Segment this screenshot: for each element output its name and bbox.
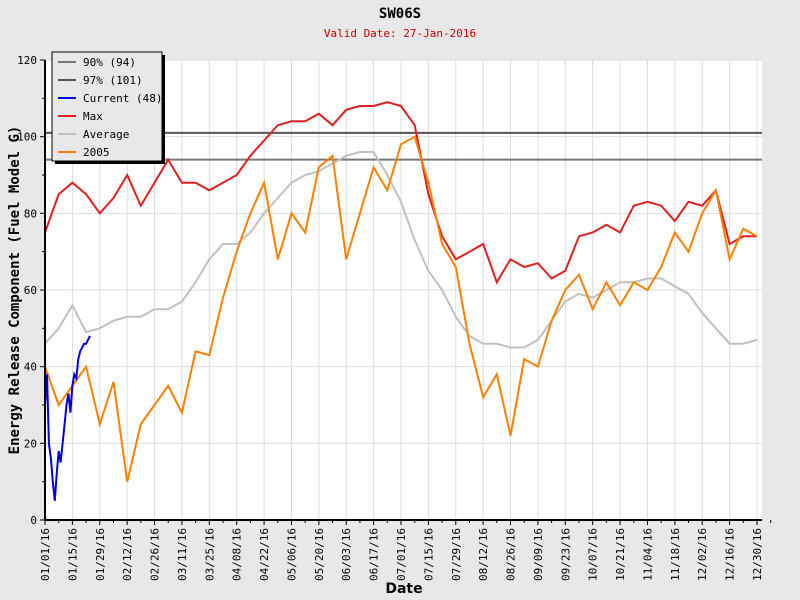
series-line-average	[44, 151, 758, 349]
x-tick-label: 09/09/16	[532, 528, 545, 581]
y-tick-label: 100	[17, 131, 37, 144]
x-tick-label: 06/17/16	[368, 528, 381, 581]
x-tick-label: 03/25/16	[203, 528, 216, 581]
legend-label: Current (48)	[83, 92, 162, 105]
y-tick-label: 0	[30, 514, 37, 527]
x-tick-label: 08/12/16	[477, 528, 490, 581]
legend-label: 97% (101)	[83, 74, 143, 87]
x-tick-label: 12/30/16	[751, 528, 764, 581]
x-tick-label: 01/15/16	[66, 528, 79, 581]
x-tick-label: 10/07/16	[587, 528, 600, 581]
x-tick-label: 05/20/16	[313, 528, 326, 581]
series-line-current-48-	[44, 335, 91, 501]
chart-subtitle: Valid Date: 27-Jan-2016	[323, 27, 477, 40]
y-tick-label: 20	[24, 437, 37, 450]
y-tick-label: 80	[24, 207, 37, 220]
x-tick-label: 01/29/16	[94, 528, 107, 581]
x-tick-label: 07/15/16	[422, 528, 435, 581]
y-tick-label: 40	[24, 361, 37, 374]
x-tick-label: 10/21/16	[614, 528, 627, 581]
x-tick-label: 02/26/16	[149, 528, 162, 581]
x-tick-label: 08/26/16	[505, 528, 518, 581]
x-tick-label: 12/02/16	[696, 528, 709, 581]
legend-box	[51, 51, 163, 162]
x-tick-label: 03/11/16	[176, 528, 189, 581]
x-tick-label: 07/29/16	[450, 528, 463, 581]
x-tick-label: 01/01/16	[39, 528, 52, 581]
x-tick-label: 12/16/16	[724, 528, 737, 581]
chart-title: SW06S	[378, 6, 422, 22]
series-line-2005	[44, 135, 758, 482]
series-line-max	[44, 101, 757, 285]
x-tick-label: 04/22/16	[258, 528, 271, 581]
x-tick-label: 09/23/16	[559, 528, 572, 581]
x-tick-label: 07/01/16	[395, 528, 408, 581]
x-tick-label: 05/06/16	[285, 528, 298, 581]
x-tick-label: 04/08/16	[231, 528, 244, 581]
legend-label: Max	[83, 110, 103, 123]
x-tick-label: 11/18/16	[669, 528, 682, 581]
legend-label: 90% (94)	[83, 56, 136, 69]
x-axis-label: Date	[385, 581, 422, 597]
x-tick-label: 02/12/16	[121, 528, 134, 581]
legend-label: Average	[83, 128, 129, 141]
x-tick-label: 06/03/16	[340, 528, 353, 581]
y-tick-label: 60	[24, 284, 37, 297]
y-tick-label: 120	[17, 54, 37, 67]
legend-label: 2005	[83, 146, 110, 159]
y-axis-label: Energy Release Component (Fuel Model G)	[7, 126, 23, 455]
x-tick-label: 11/04/16	[641, 528, 654, 581]
